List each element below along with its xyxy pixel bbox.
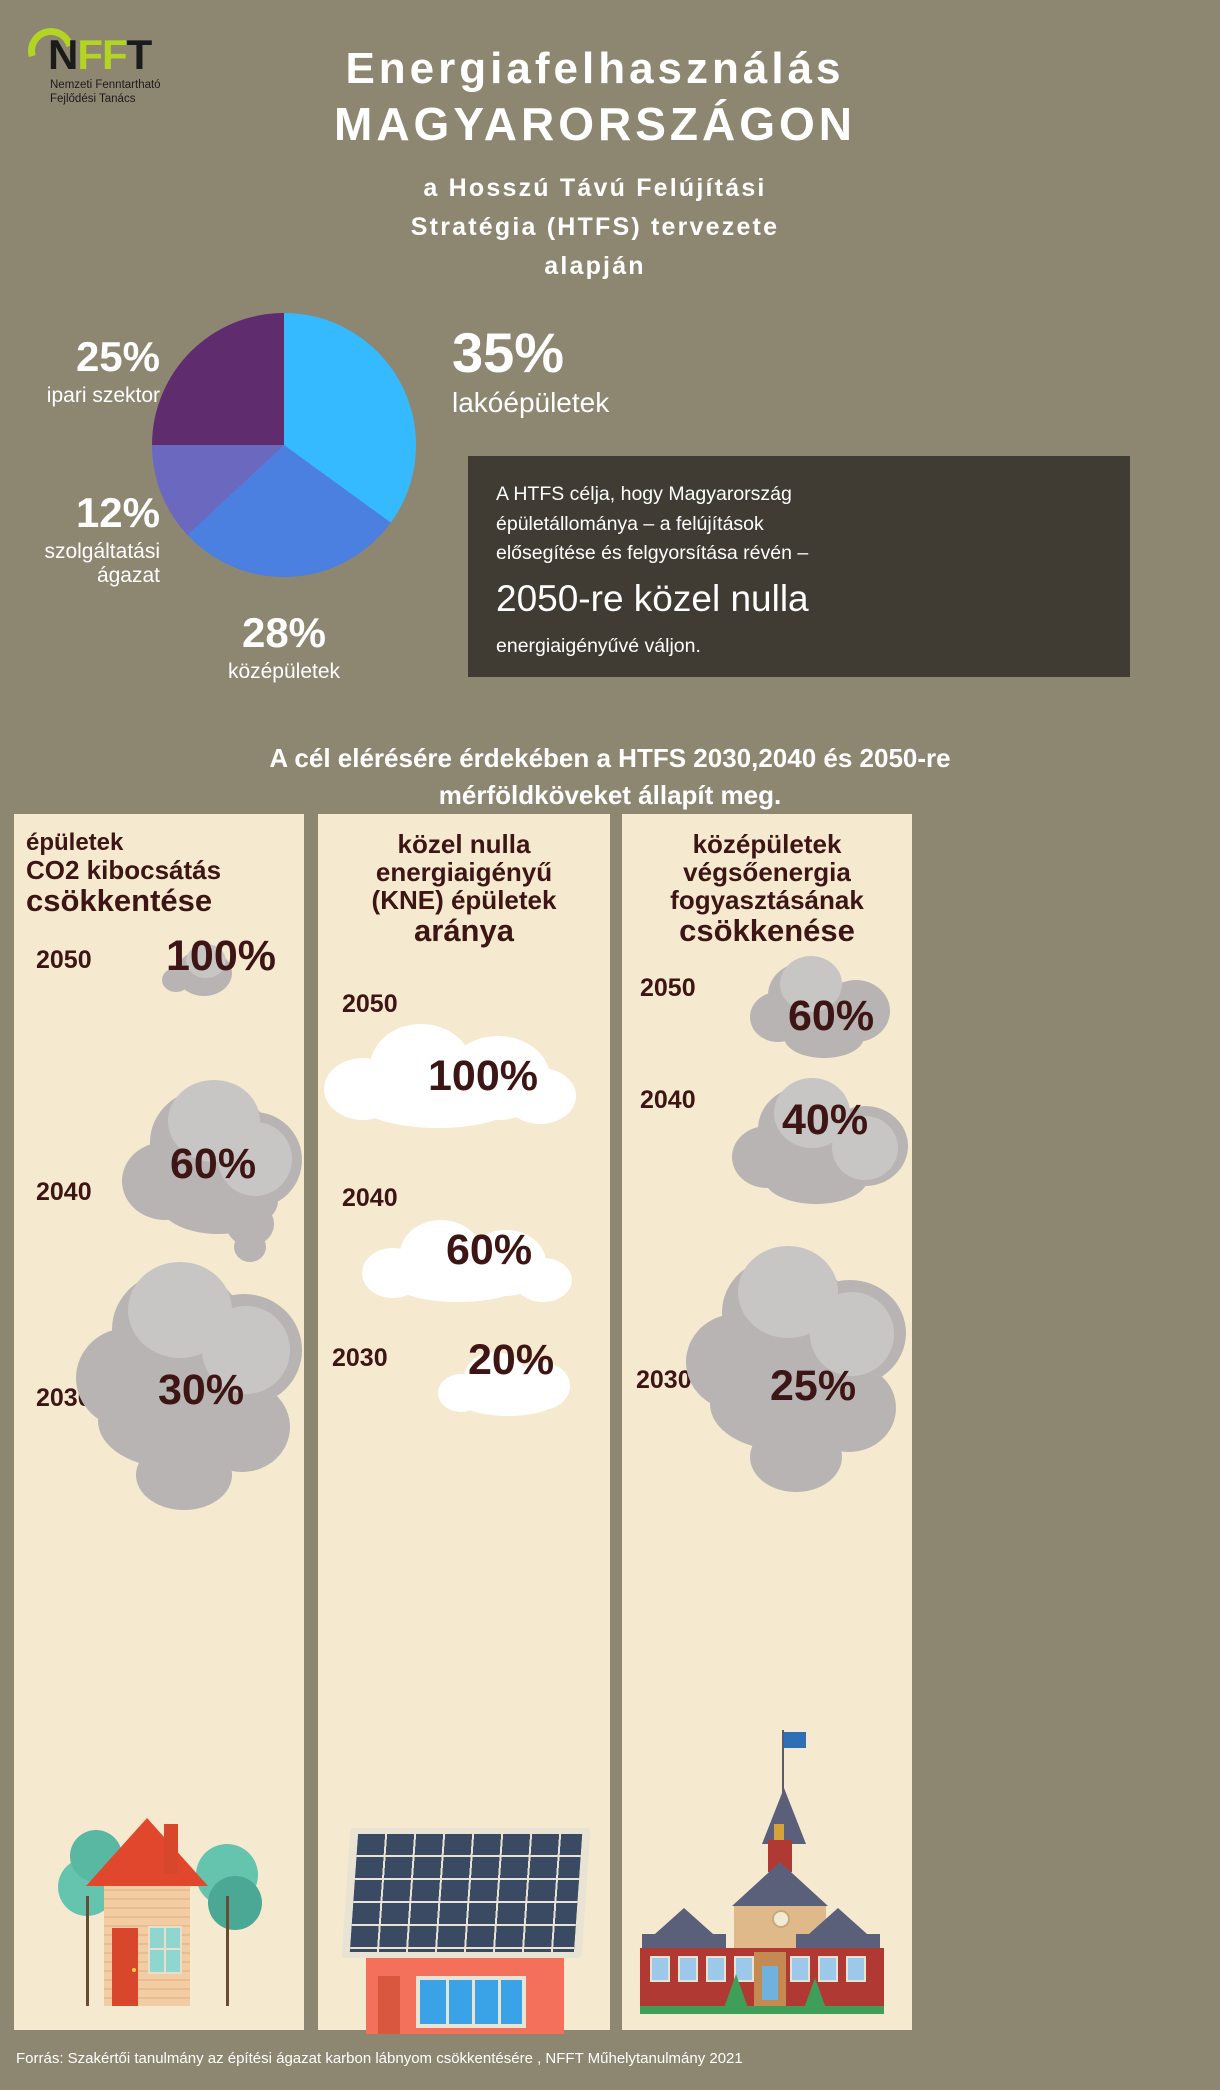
callout-line-2: épületállománya – a felújítások: [496, 512, 764, 535]
col3-year-2050: 2050: [640, 974, 696, 1002]
milestones-heading-line-2: mérföldköveket állapít meg.: [438, 779, 782, 810]
smoke-cloud-2050-public: [750, 956, 900, 1062]
col1-value-2040: 60%: [170, 1140, 257, 1188]
milestones-heading: A cél elérésére érdekében a HTFS 2030,20…: [60, 740, 1160, 814]
col1-year-2050: 2050: [36, 946, 92, 974]
milestone-column-public: középületek végsőenergia fogyasztásának …: [622, 814, 912, 2030]
milestones-heading-line-1: A cél elérésére érdekében a HTFS 2030,20…: [269, 743, 951, 773]
col3-head-line4: csökkenése: [679, 913, 855, 949]
energy-use-pie-chart: [152, 313, 416, 577]
col3-value-2050: 60%: [788, 992, 875, 1040]
pie-value-public: 28%: [241, 609, 327, 656]
col1-head-line2: CO2 kibocsátás: [26, 854, 222, 885]
htfs-goal-callout: A HTFS célja, hogy Magyarország épületál…: [468, 456, 1130, 677]
col3-value-2030: 25%: [770, 1362, 857, 1410]
logo-subtitle-line1: Nemzeti Fenntartható: [50, 79, 161, 91]
pie-label-public: 28% középületek: [176, 612, 392, 684]
nfft-logo: NFFT Nemzeti Fenntartható Fejlődési Taná…: [19, 19, 184, 105]
pie-category-industrial: ipari szektor: [46, 384, 160, 407]
col3-year-2030: 2030: [636, 1366, 692, 1394]
col2-head-line1: közel nulla: [397, 829, 531, 859]
subtitle-line-3: alapján: [544, 251, 646, 280]
house-icon: [48, 1800, 278, 2018]
pie-category-residential: lakóépületek: [452, 387, 610, 418]
col2-value-2050: 100%: [428, 1052, 538, 1100]
pie-category-services: szolgáltatási ágazat: [44, 540, 160, 588]
pie-label-industrial: 25% ipari szektor: [10, 336, 160, 408]
smoke-cloud-2040-co2: [122, 1070, 306, 1270]
col2-head-line3: (KNE) épületek: [371, 885, 557, 916]
school-icon: [634, 1730, 902, 2018]
column-header-co2: épületek CO2 kibocsátás csökkentése: [26, 829, 292, 918]
callout-line-3: elősegítése és felgyorsítása révén –: [496, 542, 809, 565]
title-line-1: Energiafelhasználás: [345, 44, 845, 93]
col3-value-2040: 40%: [782, 1096, 869, 1144]
cloud-2050-kne: [318, 1020, 590, 1134]
logo-letter-f2: F: [102, 31, 128, 78]
col1-year-2040: 2040: [36, 1178, 92, 1206]
pie-value-services: 12%: [75, 489, 160, 536]
logo-letter-n: N: [48, 31, 78, 78]
col2-year-2040: 2040: [342, 1184, 398, 1212]
cloud-2040-kne: [356, 1214, 586, 1306]
milestone-column-co2: épületek CO2 kibocsátás csökkentése 2050…: [14, 814, 304, 2030]
col2-value-2030: 20%: [468, 1336, 555, 1384]
col2-head-line4: aránya: [414, 913, 514, 949]
pie-value-industrial: 25%: [75, 333, 160, 380]
smoke-cloud-2040-public: [732, 1076, 910, 1218]
callout-line-1: A HTFS célja, hogy Magyarország: [496, 483, 792, 505]
logo-wordmark: NFFT: [48, 31, 153, 78]
col3-head-line3: fogyasztásának: [670, 885, 864, 916]
source-note: Forrás: Szakértői tanulmány az építési á…: [16, 2050, 743, 2067]
page-title: Energiafelhasználás MAGYARORSZÁGON a Hos…: [190, 42, 1000, 285]
col2-value-2040: 60%: [446, 1226, 533, 1274]
col2-year-2050: 2050: [342, 990, 398, 1018]
cloud-2030-kne: [436, 1348, 592, 1420]
col1-head-line3: csökkentése: [26, 882, 213, 918]
col1-value-2030: 30%: [158, 1366, 245, 1414]
milestone-column-kne: közel nulla energiaigényű (KNE) épületek…: [318, 814, 610, 2034]
col1-head-line1: épületek: [26, 829, 124, 856]
logo-letter-f1: F: [77, 31, 103, 78]
col3-head-line1: középületek: [692, 829, 842, 859]
column-header-public: középületek végsőenergia fogyasztásának …: [634, 830, 900, 948]
smoke-cloud-2050-co2: [162, 940, 258, 1000]
pie-label-residential: 35% lakóépületek: [452, 325, 722, 419]
col2-head-line2: energiaigényű: [375, 857, 553, 888]
pie-label-services: 12% szolgáltatási ágazat: [10, 492, 160, 588]
col3-year-2040: 2040: [640, 1086, 696, 1114]
callout-line-4: energiaigényűvé váljon.: [496, 635, 701, 658]
logo-letter-t: T: [126, 31, 153, 78]
callout-emphasis: 2050-re közel nulla: [496, 577, 809, 619]
logo-subtitle: Nemzeti Fenntartható Fejlődési Tanács: [50, 78, 190, 107]
logo-subtitle-line2: Fejlődési Tanács: [50, 93, 136, 106]
subtitle-line-1: a Hosszú Távú Felújítási: [423, 174, 767, 203]
col3-head-line2: végsőenergia: [683, 857, 851, 888]
title-line-2: MAGYARORSZÁGON: [334, 97, 856, 150]
smoke-cloud-2030-co2: [76, 1254, 308, 1534]
pie-category-public: középületek: [227, 660, 341, 683]
col2-year-2030: 2030: [332, 1344, 388, 1372]
column-header-kne: közel nulla energiaigényű (KNE) épületek…: [330, 830, 598, 948]
col1-value-2050: 100%: [166, 932, 276, 980]
subtitle-line-2: Stratégia (HTFS) tervezete: [410, 212, 780, 241]
pie-value-residential: 35%: [452, 321, 565, 384]
solar-house-icon: [338, 1824, 591, 2034]
smoke-cloud-2030-public: [686, 1234, 912, 1524]
